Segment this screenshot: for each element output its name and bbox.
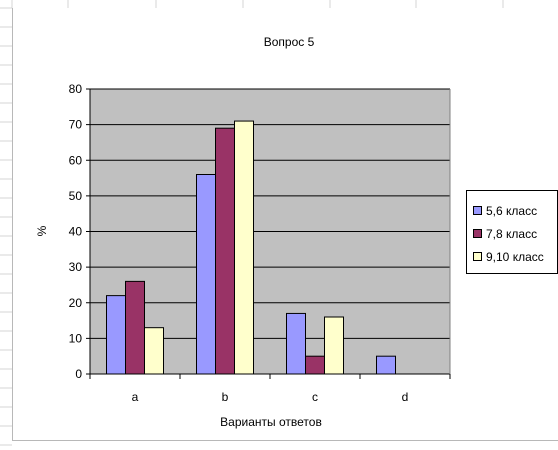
- bar-series-2-b: [215, 127, 235, 375]
- legend-swatch-series-2: [473, 229, 482, 238]
- gridlines: [90, 88, 450, 339]
- legend-item-series-2: 7,8 класс: [473, 222, 557, 245]
- bar-series-3-b: [234, 120, 254, 375]
- x-tick-label-b: b: [222, 390, 229, 404]
- y-tick-label: 30: [69, 260, 83, 274]
- y-tick-label: 50: [69, 189, 83, 203]
- bar-series-3-c: [324, 316, 344, 375]
- y-tick-label: 10: [69, 331, 83, 345]
- legend-label-series-2: 7,8 класс: [486, 226, 538, 241]
- x-tick-label-d: d: [402, 390, 409, 404]
- bar-series-1-a: [106, 295, 126, 375]
- y-tick-label: 80: [69, 82, 83, 96]
- bar-series-1-d: [376, 355, 396, 375]
- legend-swatch-series-1: [473, 206, 482, 215]
- y-tick-label: 70: [69, 118, 83, 132]
- bar-series-2-c: [305, 355, 325, 375]
- y-tick-labels: 0 10 20 30 40 50 60 70 80: [69, 82, 83, 381]
- legend-swatch-series-3: [473, 252, 482, 261]
- legend-item-series-3: 9,10 класс: [473, 245, 557, 268]
- legend-item-series-1: 5,6 класс: [473, 199, 557, 222]
- y-tick-label: 40: [69, 225, 83, 239]
- bar-series-1-b: [196, 174, 216, 375]
- bar-series-1-c: [286, 312, 306, 375]
- y-axis-label: %: [35, 225, 49, 236]
- legend: 5,6 класс 7,8 класс 9,10 класс: [466, 190, 558, 274]
- axes: [86, 88, 451, 379]
- bars: [106, 120, 396, 375]
- chart-svg: Вопрос 5 0 10 20 30 40 50 60 70 80 a b c d % Вариан…: [35, 35, 451, 429]
- legend-label-series-3: 9,10 класс: [486, 249, 544, 264]
- x-tick-label-c: c: [312, 390, 318, 404]
- x-tick-labels: a b c d: [132, 390, 409, 404]
- chart-area[interactable]: Вопрос 5 0 10 20 30 40 50 60 70 80 a b c d % Вариан…: [12, 8, 558, 441]
- chart-title: Вопрос 5: [264, 35, 315, 49]
- y-tick-label: 20: [69, 296, 83, 310]
- bar-series-2-a: [125, 280, 145, 375]
- x-tick-label-a: a: [132, 390, 139, 404]
- y-tick-label: 60: [69, 153, 83, 167]
- bar-series-3-a: [144, 327, 164, 375]
- legend-label-series-1: 5,6 класс: [486, 203, 538, 218]
- y-tick-label: 0: [75, 367, 82, 381]
- x-axis-label: Варианты ответов: [220, 415, 322, 429]
